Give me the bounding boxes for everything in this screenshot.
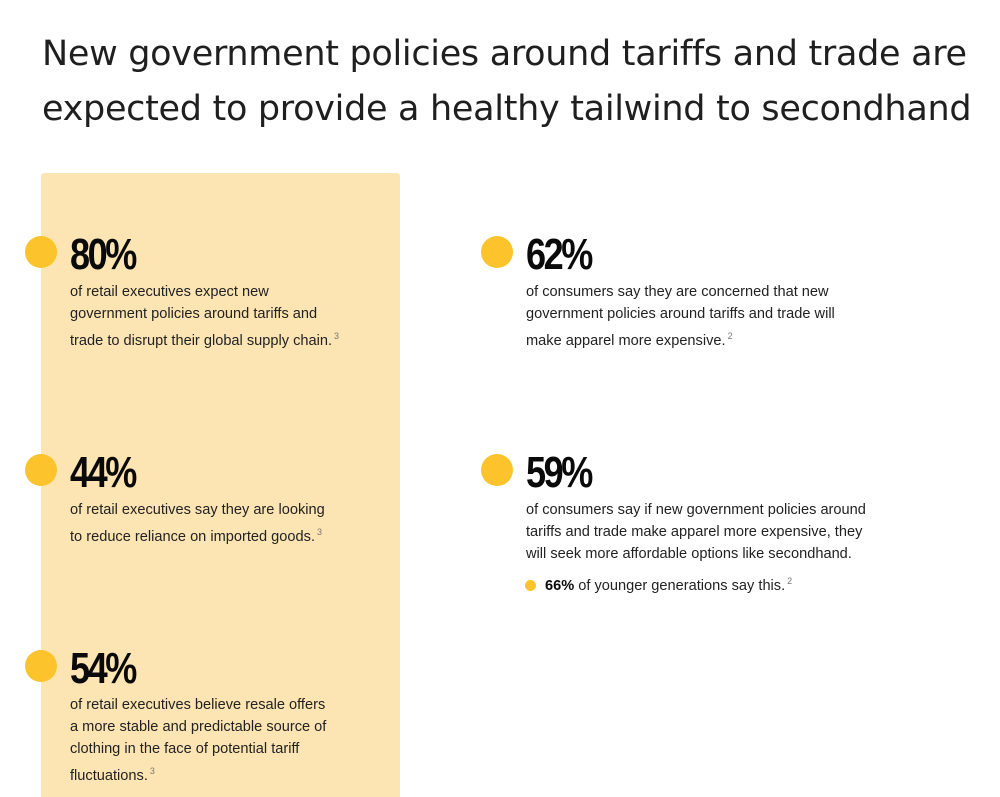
- note-text: of younger generations say this.: [578, 578, 786, 594]
- stat-description: of consumers say if new government polic…: [526, 499, 866, 565]
- stat-description-line: tariffs and trade make apparel more expe…: [526, 524, 863, 540]
- footnote-marker: 2: [727, 331, 733, 341]
- stat-description: of retail executives believe resale offe…: [70, 694, 326, 787]
- stat-value: 59%: [526, 448, 593, 497]
- stat-description: of retail executives expect new governme…: [70, 281, 339, 352]
- bullet-dot-icon: [25, 454, 57, 486]
- stat-value: 44%: [70, 448, 137, 497]
- younger-generations-note: 66% of younger generations say this. 2: [525, 571, 792, 596]
- stat-description-line: government policies around tariffs and: [70, 306, 318, 322]
- footnote-marker: 2: [787, 576, 793, 586]
- stat-description-line: will seek more affordable options like s…: [526, 546, 852, 562]
- stat-description-line: of retail executives say they are lookin…: [70, 502, 325, 518]
- stat-description-line: fluctuations. 3: [70, 766, 155, 784]
- stat-value: 54%: [70, 644, 137, 693]
- retail-executives-panel: [41, 173, 400, 797]
- footnote-marker: 3: [317, 527, 323, 537]
- stat-description-line: make apparel more expensive. 2: [526, 331, 733, 349]
- footnote-marker: 3: [334, 331, 340, 341]
- note-value: 66%: [545, 578, 575, 594]
- stat-description-line: clothing in the face of potential tariff: [70, 741, 300, 757]
- stat-description-line: of consumers say if new government polic…: [526, 502, 866, 518]
- footnote-marker: 3: [149, 766, 155, 776]
- bullet-dot-icon: [481, 454, 513, 486]
- stat-description-line: a more stable and predictable source of: [70, 719, 327, 735]
- bullet-dot-icon: [25, 650, 57, 682]
- stat-description-line: trade to disrupt their global supply cha…: [70, 331, 340, 349]
- stat-description-line: of retail executives expect new: [70, 284, 269, 300]
- stat-value: 80%: [70, 230, 137, 279]
- stat-description-line: of consumers say they are concerned that…: [526, 284, 829, 300]
- bullet-dot-icon: [525, 580, 536, 591]
- stat-description-line: to reduce reliance on imported goods. 3: [70, 527, 323, 545]
- stat-description: of consumers say they are concerned that…: [526, 281, 835, 352]
- page-headline: New government policies around tariffs a…: [42, 27, 982, 137]
- stat-value: 62%: [526, 230, 593, 279]
- headline-line-1: New government policies around tariffs a…: [42, 34, 967, 75]
- bullet-dot-icon: [25, 236, 57, 268]
- headline-line-2: expected to provide a healthy tailwind t…: [42, 89, 972, 130]
- bullet-dot-icon: [481, 236, 513, 268]
- stat-description: of retail executives say they are lookin…: [70, 499, 325, 548]
- stat-description-line: government policies around tariffs and t…: [526, 306, 835, 322]
- stat-description-line: of retail executives believe resale offe…: [70, 697, 326, 713]
